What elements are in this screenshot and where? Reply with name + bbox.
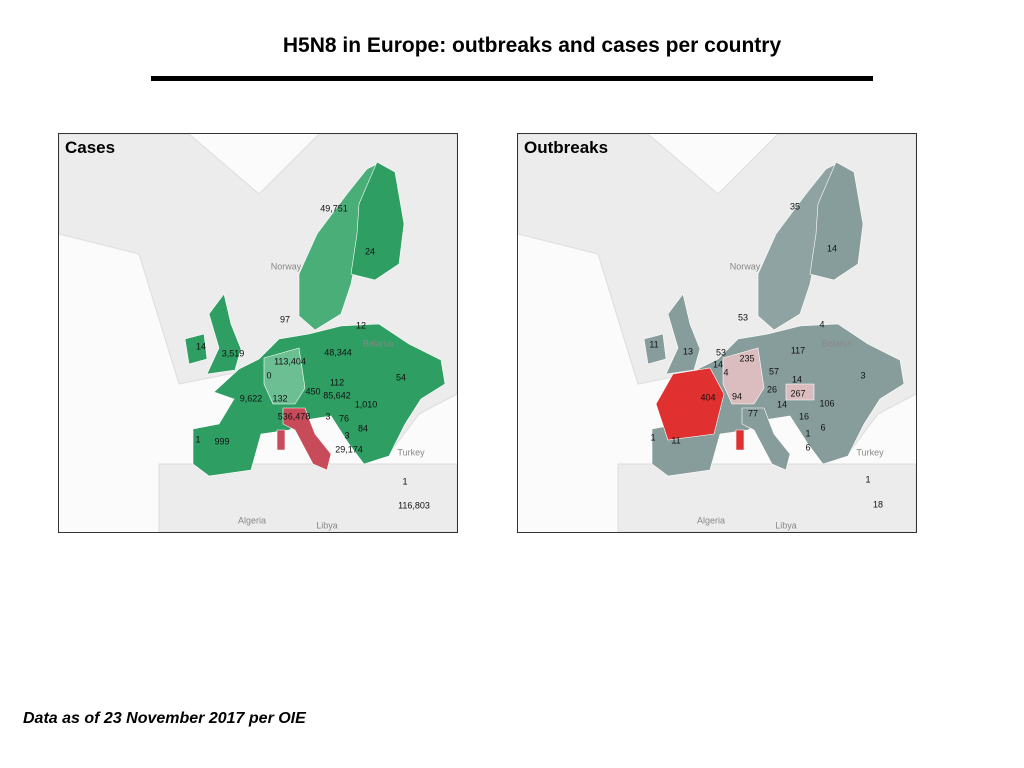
country (651, 323, 905, 477)
country (741, 407, 791, 471)
value-label: 0 (266, 370, 271, 380)
place-name: Libya (775, 520, 797, 530)
value-label: 404 (700, 392, 715, 402)
value-label: 85,642 (323, 390, 351, 400)
value-label: 3,519 (222, 348, 245, 358)
country (206, 293, 242, 375)
value-label: 26 (767, 384, 777, 394)
value-label: 1 (805, 428, 810, 438)
value-label: 450 (305, 386, 320, 396)
value-label: 53 (716, 347, 726, 357)
value-label: 57 (769, 366, 779, 376)
value-label: 48,344 (324, 347, 352, 357)
country (722, 347, 765, 405)
country (643, 333, 667, 365)
place-name: Belarus (363, 338, 394, 348)
value-label: 11 (649, 339, 658, 349)
value-label: 1 (195, 434, 200, 444)
value-label: 77 (748, 408, 758, 418)
place-name: Turkey (397, 447, 425, 457)
value-label: 1 (402, 476, 407, 486)
value-label: 54 (396, 372, 406, 382)
value-label: 4 (723, 367, 728, 377)
value-label: 29,174 (335, 444, 363, 454)
value-label: 235 (739, 353, 754, 363)
value-label: 13 (683, 346, 693, 356)
value-label: 14 (196, 341, 206, 351)
value-label: 84 (358, 423, 368, 433)
value-label: 16 (799, 411, 809, 421)
map-title: Outbreaks (524, 138, 609, 157)
map-panel: Norway Belarus Turkey Algeria Libya 49,751 24 9… (58, 133, 458, 533)
country (785, 383, 815, 401)
value-label: 9,622 (240, 393, 263, 403)
place-name: Algeria (697, 515, 725, 525)
value-label: 14 (792, 374, 802, 384)
value-label: 18 (873, 499, 883, 509)
country (263, 347, 306, 405)
country (192, 323, 446, 477)
country (184, 333, 208, 365)
place-name: Norway (730, 261, 761, 271)
country (276, 429, 286, 451)
value-label: 53 (738, 312, 748, 322)
value-label: 12 (356, 320, 366, 330)
value-label: 999 (214, 436, 229, 446)
value-label: 112 (330, 377, 344, 387)
value-label: 1 (650, 432, 655, 442)
page-title: H5N8 in Europe: outbreaks and cases per … (282, 34, 782, 57)
country (735, 429, 745, 451)
value-label: 1,010 (355, 399, 378, 409)
title-rule (151, 76, 873, 81)
country (282, 407, 332, 471)
value-label: 6 (820, 422, 825, 432)
value-label: 11 (671, 435, 680, 445)
value-label: 14 (777, 399, 787, 409)
value-label: 14 (713, 359, 723, 369)
place-name: Belarus (822, 338, 853, 348)
value-label: 3 (344, 430, 349, 440)
value-label: 3 (860, 370, 865, 380)
value-label: 24 (365, 246, 375, 256)
value-label: 536,478 (278, 411, 311, 421)
place-name: Algeria (238, 515, 266, 525)
value-label: 1 (865, 474, 870, 484)
value-label: 113,404 (274, 356, 306, 366)
country (809, 161, 864, 281)
value-label: 49,751 (320, 203, 348, 213)
land (158, 463, 457, 532)
footnote: Data as of 23 November 2017 per OIE (23, 710, 306, 727)
place-name: Turkey (856, 447, 884, 457)
country (665, 293, 701, 375)
value-label: 6 (805, 442, 810, 452)
place-name: Libya (316, 520, 338, 530)
value-label: 94 (732, 391, 742, 401)
value-label: 3 (325, 411, 330, 421)
map-title: Cases (65, 138, 116, 157)
map: Norway Belarus Turkey Algeria Libya 49,751 24 9… (59, 134, 457, 532)
country (350, 161, 405, 281)
value-label: 4 (819, 319, 824, 329)
value-label: 117 (791, 345, 805, 355)
country (655, 367, 725, 441)
map-panel: Norway Belarus Turkey Algeria Libya 35 14 53 4 11… (517, 133, 917, 533)
value-label: 116,803 (398, 500, 430, 510)
value-label: 132 (272, 393, 287, 403)
value-label: 267 (790, 388, 805, 398)
place-name: Norway (271, 261, 302, 271)
value-label: 14 (827, 243, 837, 253)
value-label: 106 (819, 398, 834, 408)
value-label: 76 (339, 413, 349, 423)
value-label: 35 (790, 201, 800, 211)
land (617, 463, 916, 532)
value-label: 97 (280, 314, 290, 324)
